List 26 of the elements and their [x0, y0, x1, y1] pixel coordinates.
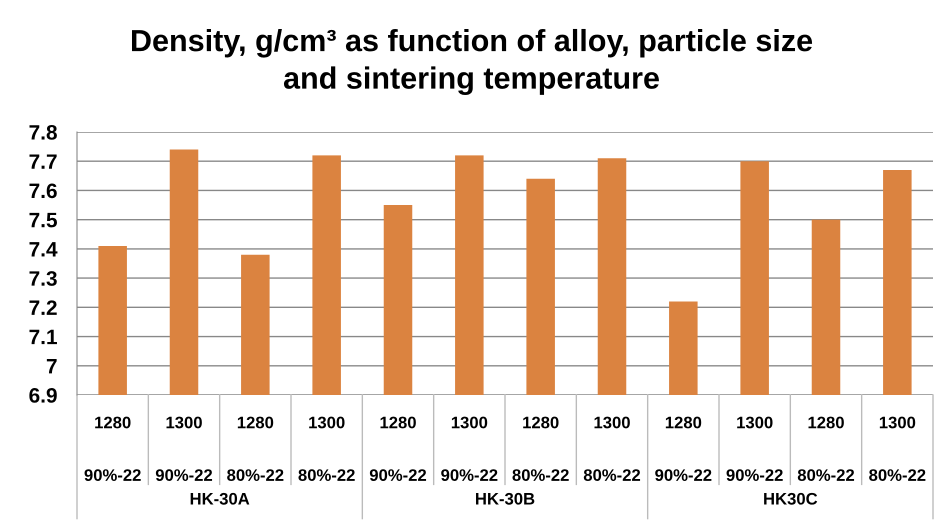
y-tick-label: 7.4	[29, 242, 58, 256]
y-tick-label: 7.5	[29, 212, 57, 228]
chart-title: Density, g/cm³ as function of alloy, particle size and sintering temperature	[132, 28, 812, 96]
y-tick-label: 7.2	[29, 300, 57, 315]
y-tick-label: 7.3	[29, 271, 57, 286]
category-label: 1300 80%-22	[869, 416, 926, 482]
y-tick-label: 6.9	[29, 388, 57, 403]
category-label: 1300 80%-22	[584, 416, 640, 482]
text: HK-30A	[190, 492, 250, 505]
y-tick-label: 7.6	[29, 183, 57, 198]
category-label: 1300 80%-22	[298, 416, 355, 482]
category-label: 1280 90%-22	[370, 416, 426, 482]
y-tick-label: 7	[46, 358, 57, 374]
y-tick-label: 7.7	[29, 154, 57, 169]
y-tick-label: 7.8	[29, 125, 57, 140]
category-label: 1300 90%-22	[441, 416, 498, 482]
category-label: 1280 80%-22	[227, 416, 284, 482]
category-label: 1280 80%-22	[798, 416, 854, 482]
y-tick-label: 7.1	[29, 330, 57, 344]
category-label: 1300 90%-22	[726, 416, 783, 482]
category-label: 1280 90%-22	[655, 416, 712, 482]
text: HK30C	[764, 492, 818, 505]
category-label: 1280 80%-22	[512, 416, 569, 482]
category-label: 1280 90%-22	[84, 416, 141, 482]
category-label: 1300 90%-22	[156, 416, 212, 482]
text: HK-30B	[476, 492, 534, 505]
